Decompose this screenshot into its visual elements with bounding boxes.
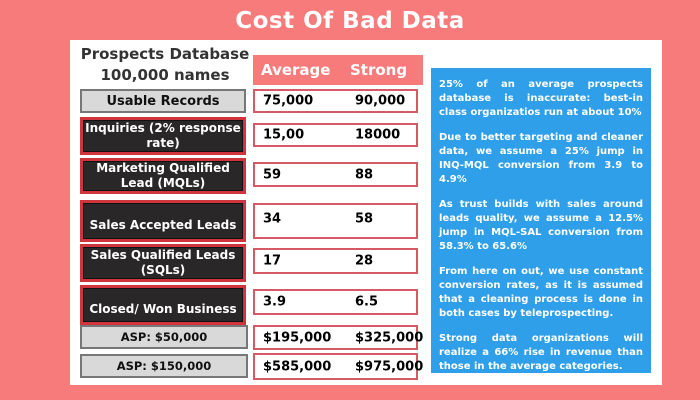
strong-value: 6.5 [355, 294, 379, 310]
average-value: 3.9 [263, 294, 287, 310]
column-strong: Strong [350, 61, 408, 79]
notes-box: 25% of an average prospects database is … [431, 68, 651, 373]
average-value: $585,000 [263, 359, 332, 374]
strong-value: 88 [355, 167, 374, 182]
strong-value: 58 [355, 211, 374, 227]
note: From here on out, we use constant conver… [439, 266, 643, 319]
average-value: $195,000 [263, 330, 332, 345]
database-title: Prospects Database 100,000 names [80, 44, 250, 86]
strong-value: 18000 [355, 127, 401, 143]
row-values-usable-records: 75,000 90,000 [253, 89, 418, 113]
average-value: 17 [263, 253, 282, 269]
strong-value: 28 [355, 253, 374, 269]
column-header: Average Strong [253, 55, 423, 85]
row-label-sal: Sales Accepted Leads [80, 200, 246, 242]
row-label-asp-150k: ASP: $150,000 [80, 354, 248, 378]
database-title-line1: Prospects Database [80, 45, 250, 63]
row-values-inquiries: 15,00 18000 [253, 123, 418, 147]
row-label-inquiries: Inquiries (2% response rate) [80, 117, 246, 155]
column-average: Average [261, 61, 331, 79]
row-values-mqls: 59 88 [253, 162, 418, 187]
average-value: 15,00 [263, 127, 305, 143]
strong-value: $975,000 [355, 359, 424, 374]
row-values-closed-won: 3.9 6.5 [253, 289, 418, 315]
row-label-usable-records: Usable Records [80, 89, 246, 113]
row-label-mqls: Marketing Qualified Lead (MQLs) [80, 158, 246, 194]
strong-value: $325,000 [355, 330, 424, 345]
average-value: 75,000 [263, 93, 314, 109]
strong-value: 90,000 [355, 93, 406, 109]
row-label-sqls: Sales Qualified Leads (SQLs) [80, 244, 246, 282]
note: As trust builds with sales around leads … [439, 199, 643, 252]
average-value: 59 [263, 167, 282, 182]
note: 25% of an average prospects database is … [439, 79, 643, 118]
page-title: Cost Of Bad Data [235, 8, 465, 34]
row-label-closed-won: Closed/ Won Business [80, 285, 246, 325]
note: Strong data organizations will realize a… [439, 333, 643, 372]
row-values-sal: 34 58 [253, 203, 418, 239]
average-value: 34 [263, 211, 282, 227]
row-values-sqls: 17 28 [253, 248, 418, 274]
database-title-line2: 100,000 names [100, 66, 230, 84]
row-label-asp-50k: ASP: $50,000 [80, 325, 248, 349]
row-values-asp-50k: $195,000 $325,000 [253, 325, 423, 350]
note: Due to better targeting and cleaner data… [439, 132, 643, 185]
row-values-asp-150k: $585,000 $975,000 [253, 353, 423, 380]
